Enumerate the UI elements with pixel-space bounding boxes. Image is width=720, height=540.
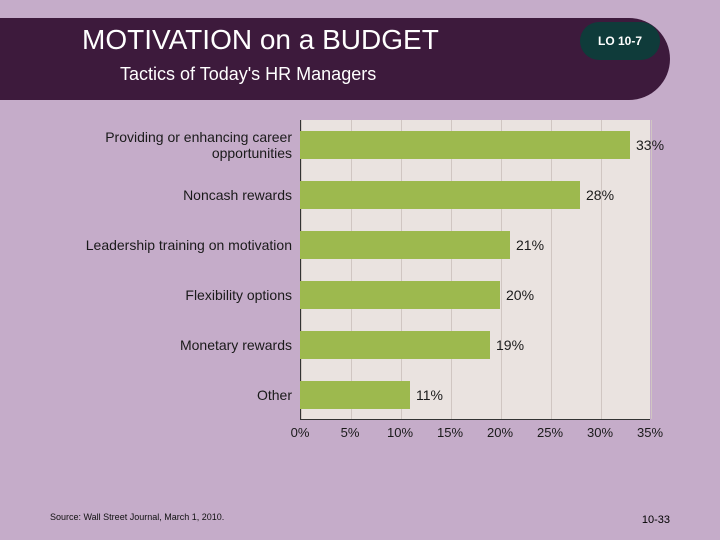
x-tick-label: 0% — [291, 425, 310, 440]
gridline — [601, 120, 602, 419]
category-label-text: Leadership training on motivation — [86, 237, 292, 253]
value-label: 28% — [586, 181, 614, 209]
bar — [300, 181, 580, 209]
category-label: Providing or enhancing career opportunit… — [40, 120, 300, 170]
category-label: Other — [40, 370, 300, 420]
category-label-text: Other — [257, 387, 292, 403]
category-label: Flexibility options — [40, 270, 300, 320]
gridline — [451, 120, 452, 419]
x-tick-label: 25% — [537, 425, 563, 440]
bar — [300, 231, 510, 259]
x-tick-label: 10% — [387, 425, 413, 440]
slide-subtitle: Tactics of Today's HR Managers — [120, 64, 376, 85]
category-label-text: Monetary rewards — [180, 337, 292, 353]
slide-title: MOTIVATION on a BUDGET — [82, 24, 439, 56]
gridline — [401, 120, 402, 419]
lo-badge: LO 10-7 — [580, 22, 660, 60]
x-tick-label: 20% — [487, 425, 513, 440]
gridline — [351, 120, 352, 419]
x-tick-label: 35% — [637, 425, 663, 440]
x-tick-label: 30% — [587, 425, 613, 440]
category-label-text: Noncash rewards — [183, 187, 292, 203]
category-label-text: Providing or enhancing career opportunit… — [40, 129, 292, 161]
x-tick-label: 5% — [341, 425, 360, 440]
bar — [300, 381, 410, 409]
x-axis-ticks: 0%5%10%15%20%25%30%35% — [300, 425, 650, 445]
category-label: Monetary rewards — [40, 320, 300, 370]
value-label: 33% — [636, 131, 664, 159]
bar — [300, 281, 500, 309]
value-label: 20% — [506, 281, 534, 309]
source-citation: Source: Wall Street Journal, March 1, 20… — [50, 512, 224, 522]
page-number: 10-33 — [642, 514, 670, 526]
bar-chart: 0% 5% 10% 15% 20% 25% 30% 35% Providing or enha… — [40, 120, 680, 460]
category-label: Leadership training on motivation — [40, 220, 300, 270]
value-label: 11% — [416, 381, 443, 409]
gridline — [501, 120, 502, 419]
bar — [300, 331, 490, 359]
value-label: 19% — [496, 331, 524, 359]
gridline — [301, 120, 302, 419]
x-tick-label: 15% — [437, 425, 463, 440]
category-label: Noncash rewards — [40, 170, 300, 220]
slide: LO 10-7 MOTIVATION on a BUDGET Tactics o… — [0, 0, 720, 540]
bar — [300, 131, 630, 159]
lo-badge-text: LO 10-7 — [598, 34, 642, 48]
gridline — [651, 120, 652, 419]
plot-area — [300, 120, 650, 420]
value-label: 21% — [516, 231, 544, 259]
gridline — [551, 120, 552, 419]
category-label-text: Flexibility options — [185, 287, 292, 303]
